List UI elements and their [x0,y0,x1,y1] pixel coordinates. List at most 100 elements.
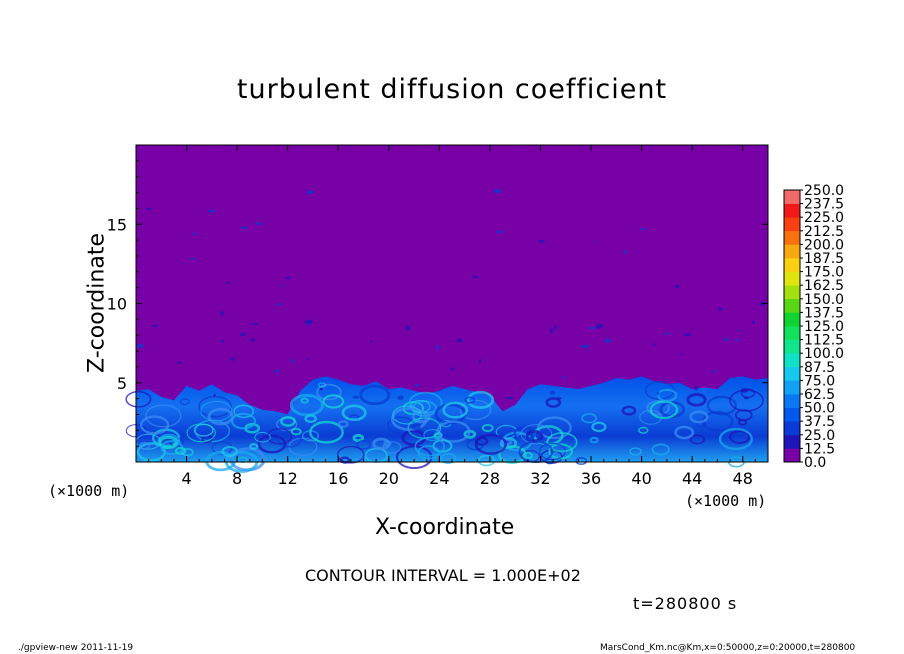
turbulence-blob [225,281,230,284]
turbulence-blob [479,358,482,363]
eddy-stroke [181,448,194,457]
eddy-stroke [125,390,152,408]
eddy-stroke [352,433,365,443]
colorbar-label: 162.5 [804,278,844,294]
colorbar-label: 12.5 [804,441,835,457]
eddy-stroke [442,401,469,419]
eddy-stroke [464,396,476,404]
turbulence-blob [220,311,224,316]
eddy-stroke [138,441,151,450]
turbulence-blob [718,307,723,311]
eddy-stroke [686,392,707,407]
colorbar-segment [784,366,800,381]
turbulence-blob [550,328,553,334]
x-tick-label: 48 [733,469,753,488]
colorbar-segment [784,394,800,408]
colorbar-label: 250.0 [804,183,844,199]
eddy-stroke [477,454,496,467]
chart-title: turbulent diffusion coefficient [236,74,668,105]
turbulence-blob [562,376,566,379]
turbulence-blob [652,343,656,346]
turbulence-blob [291,359,295,363]
colorbar-segment [784,217,800,232]
eddy-stroke [646,400,670,416]
colorbar-label: 62.5 [804,387,835,403]
turbulence-blob [255,222,263,225]
turbulence-blob [473,275,478,279]
eddy-stroke [498,445,527,464]
turbulence-blob [151,324,159,327]
eddy-stroke [522,451,533,460]
eddy-stroke [591,421,607,433]
colorbar-label: 25.0 [804,428,835,444]
turbulence-blob [743,396,749,400]
colorbar-label: 137.5 [804,305,844,321]
x-tick-label: 4 [181,469,191,488]
eddy-stroke [575,456,588,466]
x-tick-label: 40 [631,469,651,488]
turbulence-blob [538,239,545,244]
x-axis-label: X-coordinate [375,515,515,540]
eddy-stroke [322,394,345,409]
eddy-stroke [266,428,292,445]
colorbar-label: 37.5 [804,414,835,430]
footer-program-date: ./gpview-new 2011-11-19 [18,643,134,653]
eddy-stroke [337,420,349,428]
colorbar-label: 175.0 [804,265,844,281]
colorbar-segment [784,230,800,245]
turbulence-blob [251,322,259,325]
eddy-stroke [436,420,471,443]
x-tick-label: 12 [278,469,298,488]
turbulence-blob [285,276,291,280]
colorbar-segment [784,448,800,463]
eddy-stroke [689,410,709,424]
eddy-stroke [459,399,492,421]
colorbar-segment [784,434,800,449]
colorbar-label: 200.0 [804,237,844,253]
eddy-stroke [207,407,234,426]
eddy-stroke [304,414,318,424]
eddy-stroke [638,426,649,434]
eddy-stroke [140,415,170,435]
eddy-stroke [392,405,422,425]
turbulence-blob [588,326,596,330]
turbulence-blob [456,338,463,342]
colorbar-label: 125.0 [804,319,844,335]
x-tick-label: 28 [480,469,500,488]
eddy-stroke [395,445,433,470]
eddy-stroke [674,425,695,440]
eddy-stroke [257,434,287,454]
x-tick-label: 44 [682,469,702,488]
eddy-stroke [233,404,255,419]
eddy-stroke [359,384,391,406]
turbulence-blob [276,303,282,306]
turbulence-blob [230,357,235,361]
eddy-stroke [341,404,367,422]
x-tick-label: 20 [379,469,399,488]
turbulence-blob [623,249,626,254]
contour-interval-note: CONTOUR INTERVAL = 1.000E+02 [305,566,581,585]
colorbar-segment [784,203,800,218]
turbulence-blob [369,340,373,343]
turbulence-blob [435,345,439,350]
eddy-stroke [589,436,599,444]
colorbar-segment [784,380,800,395]
colorbar-segment [784,190,800,204]
eddy-stroke [440,452,457,464]
turbulence-blob [713,370,717,373]
eddy-stroke [300,397,309,404]
eddy-stroke [280,415,296,427]
colorbar-label: 187.5 [804,251,844,267]
turbulence-blob [415,383,420,387]
eddy-stroke [186,423,216,443]
eddy-stroke [231,412,256,430]
turbulence-blob [675,284,680,289]
turbulence-blob [604,338,612,343]
x-tick-label: 16 [328,469,348,488]
turbulence-blob [740,388,748,393]
x-tick-label: 24 [429,469,449,488]
eddy-stroke [621,405,637,416]
turbulence-blob [306,357,311,360]
eddy-stroke [649,400,679,420]
